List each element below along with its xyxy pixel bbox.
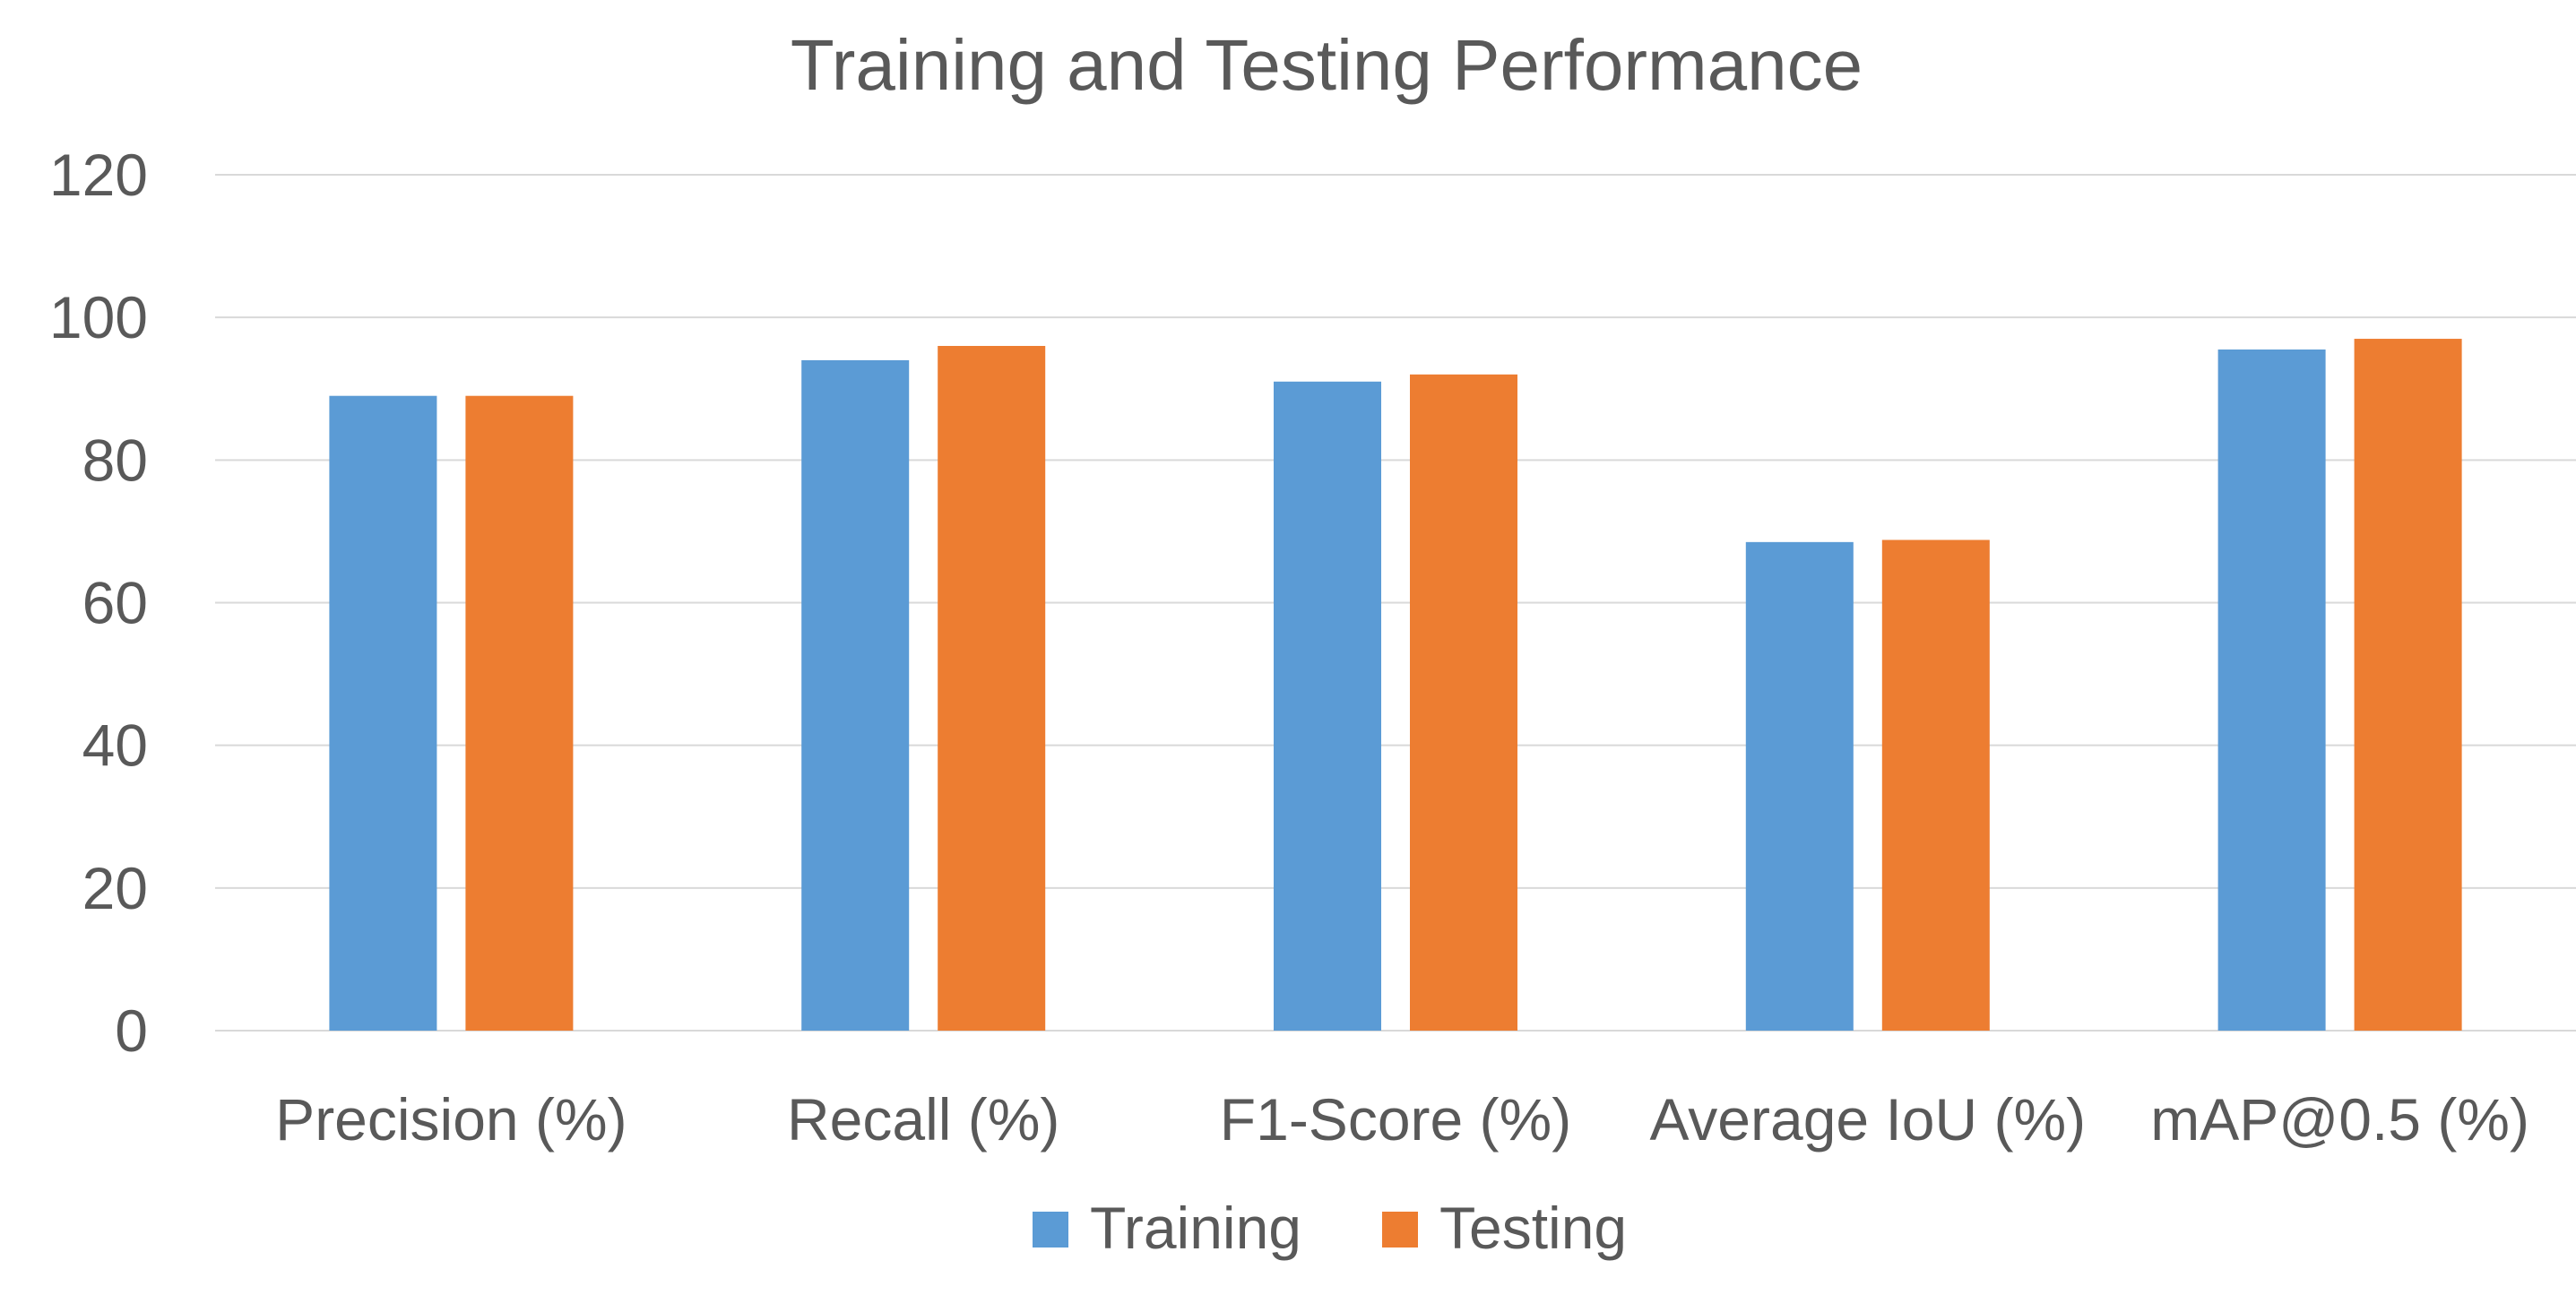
- y-tick-label: 40: [82, 712, 148, 779]
- legend-label-training: Training: [1090, 1195, 1301, 1261]
- bar-training-0: [329, 395, 437, 1031]
- y-tick-label: 20: [82, 855, 148, 921]
- bar-training-2: [1274, 381, 1381, 1032]
- y-tick-label: 0: [115, 997, 148, 1064]
- x-category-label: F1-Score (%): [1220, 1086, 1571, 1153]
- y-tick-label: 120: [49, 142, 148, 208]
- y-tick-label: 60: [82, 570, 148, 636]
- chart-title: Training and Testing Performance: [791, 25, 1863, 105]
- y-tick-label: 100: [49, 284, 148, 350]
- y-tick-label: 80: [82, 427, 148, 493]
- x-category-label: mAP@0.5 (%): [2150, 1086, 2529, 1153]
- bar-testing-0: [465, 395, 574, 1031]
- legend-swatch-testing: [1382, 1212, 1418, 1248]
- bar-testing-3: [1881, 540, 1990, 1031]
- y-axis-ticks: 0 20 40 60 80 100 120: [49, 142, 148, 1064]
- bar-testing-1: [938, 346, 1046, 1031]
- x-category-label: Average IoU (%): [1649, 1086, 2086, 1153]
- legend-swatch-training: [1033, 1212, 1068, 1248]
- x-category-label: Recall (%): [787, 1086, 1059, 1153]
- legend: Training Testing: [1033, 1195, 1627, 1261]
- bar-training-4: [2217, 349, 2326, 1032]
- x-axis-categories: Precision (%) Recall (%) F1-Score (%) Avera…: [275, 1086, 2529, 1153]
- bar-testing-4: [2354, 339, 2462, 1032]
- bar-testing-2: [1410, 374, 1517, 1031]
- gridlines: [215, 174, 2576, 1032]
- bar-training-3: [1745, 541, 1854, 1031]
- bar-training-1: [801, 359, 910, 1032]
- legend-label-testing: Testing: [1439, 1195, 1627, 1261]
- x-category-label: Precision (%): [275, 1086, 627, 1153]
- bars: [329, 339, 2462, 1032]
